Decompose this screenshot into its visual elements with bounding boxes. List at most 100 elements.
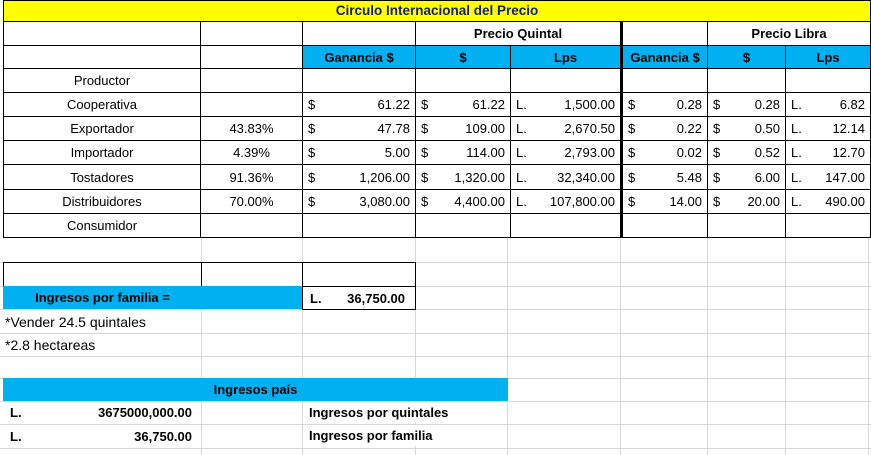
country-income-quintales-label[interactable]: Ingresos por quintales — [303, 402, 506, 423]
currency-symbol: $ — [421, 121, 429, 136]
gridline — [620, 238, 621, 455]
col-header-lps-quintal[interactable]: Lps — [511, 46, 621, 69]
money-cell[interactable]: $0.52 — [708, 141, 786, 165]
money-cell[interactable]: $4,400.00 — [416, 190, 511, 214]
money-cell[interactable]: L. 490.00 — [786, 190, 871, 214]
pct-cell[interactable]: 43.83% — [201, 117, 303, 141]
currency-symbol: $ — [628, 169, 636, 185]
col-header-ganancia-libra[interactable]: Ganancia $ — [621, 46, 708, 69]
currency-symbol: L. — [10, 405, 22, 420]
row-label-cooperativa[interactable]: Cooperativa — [4, 93, 201, 117]
money-cell[interactable]: L. 2,793.00 — [511, 141, 621, 165]
empty-cell[interactable] — [4, 46, 201, 69]
gridline — [0, 448, 871, 449]
cell-value: 6.00 — [754, 169, 780, 185]
empty-cell[interactable] — [303, 22, 416, 46]
money-cell[interactable]: $1,320.00 — [416, 165, 511, 190]
pct-cell[interactable] — [201, 69, 303, 93]
currency-symbol: L. — [516, 97, 527, 112]
pct-cell[interactable]: 70.00% — [201, 190, 303, 214]
table-title[interactable]: Circulo Internacional del Precio — [4, 1, 871, 22]
money-cell[interactable] — [303, 214, 416, 238]
pct-cell[interactable] — [201, 93, 303, 117]
money-cell[interactable]: $61.22 — [303, 93, 416, 117]
money-cell[interactable] — [708, 69, 786, 93]
money-cell[interactable] — [786, 69, 871, 93]
money-cell[interactable] — [621, 69, 708, 93]
row-label-tostadores[interactable]: Tostadores — [4, 165, 201, 190]
money-cell[interactable] — [511, 69, 621, 93]
empty-cell[interactable] — [3, 262, 202, 287]
cell-value: 3675000,000.00 — [98, 405, 192, 420]
money-cell[interactable]: $5.48 — [621, 165, 708, 190]
money-cell[interactable]: L. 6.82 — [786, 93, 871, 117]
money-cell[interactable]: $0.22 — [621, 117, 708, 141]
cell-value: 47.78 — [377, 121, 410, 136]
group-header-precio-quintal[interactable]: Precio Quintal — [416, 22, 621, 46]
empty-cell[interactable] — [302, 262, 416, 287]
row-label-productor[interactable]: Productor — [4, 69, 201, 93]
country-income-header[interactable]: Ingresos país — [3, 378, 508, 401]
cell-value: 0.50 — [754, 121, 780, 136]
money-cell[interactable]: L. 12.70 — [786, 141, 871, 165]
money-cell[interactable]: L. 32,340.00 — [511, 165, 621, 190]
cell-value: 20.00 — [747, 194, 780, 209]
pct-cell[interactable]: 91.36% — [201, 165, 303, 190]
money-cell[interactable]: L. 1,500.00 — [511, 93, 621, 117]
country-income-quintales-value[interactable]: L. 3675000,000.00 — [3, 401, 202, 424]
country-income-familia-label[interactable]: Ingresos por familia — [303, 425, 506, 446]
money-cell[interactable]: $109.00 — [416, 117, 511, 141]
money-cell[interactable]: L. 147.00 — [786, 165, 871, 190]
money-cell[interactable]: $114.00 — [416, 141, 511, 165]
money-cell[interactable] — [708, 214, 786, 238]
cell-value: 6.82 — [839, 97, 865, 112]
empty-cell[interactable] — [4, 22, 201, 46]
empty-cell[interactable] — [201, 262, 303, 287]
money-cell[interactable]: $61.22 — [416, 93, 511, 117]
note-vender-quintales[interactable]: *Vender 24.5 quintales — [5, 313, 146, 330]
money-cell[interactable] — [786, 214, 871, 238]
money-cell[interactable]: $0.02 — [621, 141, 708, 165]
money-cell[interactable]: $0.28 — [621, 93, 708, 117]
money-cell[interactable]: $1,206.00 — [303, 165, 416, 190]
row-label-distribuidores[interactable]: Distribuidores — [4, 190, 201, 214]
col-header-lps-libra[interactable]: Lps — [786, 46, 871, 69]
money-cell[interactable]: $5.00 — [303, 141, 416, 165]
empty-cell[interactable] — [621, 22, 708, 46]
cell-value: 14.00 — [669, 194, 702, 209]
empty-cell[interactable] — [201, 22, 303, 46]
money-cell[interactable]: L. 2,670.50 — [511, 117, 621, 141]
pct-cell[interactable] — [201, 214, 303, 238]
currency-symbol: $ — [713, 145, 721, 160]
row-label-consumidor[interactable]: Consumidor — [4, 214, 201, 238]
col-header-ganancia-quintal[interactable]: Ganancia $ — [303, 46, 416, 69]
empty-cell[interactable] — [201, 46, 303, 69]
group-header-precio-libra[interactable]: Precio Libra — [708, 22, 871, 46]
money-cell[interactable]: L. 12.14 — [786, 117, 871, 141]
money-cell[interactable] — [511, 214, 621, 238]
family-income-value-cell[interactable]: L. 36,750.00 — [302, 286, 416, 310]
money-cell[interactable]: $6.00 — [708, 165, 786, 190]
family-income-label[interactable]: Ingresos por familia = — [3, 286, 202, 309]
money-cell[interactable] — [416, 69, 511, 93]
money-cell[interactable]: $47.78 — [303, 117, 416, 141]
row-label-exportador[interactable]: Exportador — [4, 117, 201, 141]
row-label-importador[interactable]: Importador — [4, 141, 201, 165]
money-cell[interactable] — [621, 214, 708, 238]
cell-value: 0.22 — [676, 121, 702, 136]
note-hectareas[interactable]: *2.8 hectareas — [5, 336, 96, 353]
cell-value: 61.22 — [377, 97, 410, 112]
empty-cell[interactable] — [201, 286, 303, 309]
country-income-familia-value[interactable]: L. 36,750.00 — [3, 424, 202, 448]
money-cell[interactable]: L. 107,800.00 — [511, 190, 621, 214]
money-cell[interactable] — [303, 69, 416, 93]
money-cell[interactable]: $0.50 — [708, 117, 786, 141]
money-cell[interactable] — [416, 214, 511, 238]
col-header-dollar-libra[interactable]: $ — [708, 46, 786, 69]
col-header-dollar-quintal[interactable]: $ — [416, 46, 511, 69]
money-cell[interactable]: $14.00 — [621, 190, 708, 214]
pct-cell[interactable]: 4.39% — [201, 141, 303, 165]
money-cell[interactable]: $0.28 — [708, 93, 786, 117]
money-cell[interactable]: $3,080.00 — [303, 190, 416, 214]
money-cell[interactable]: $20.00 — [708, 190, 786, 214]
